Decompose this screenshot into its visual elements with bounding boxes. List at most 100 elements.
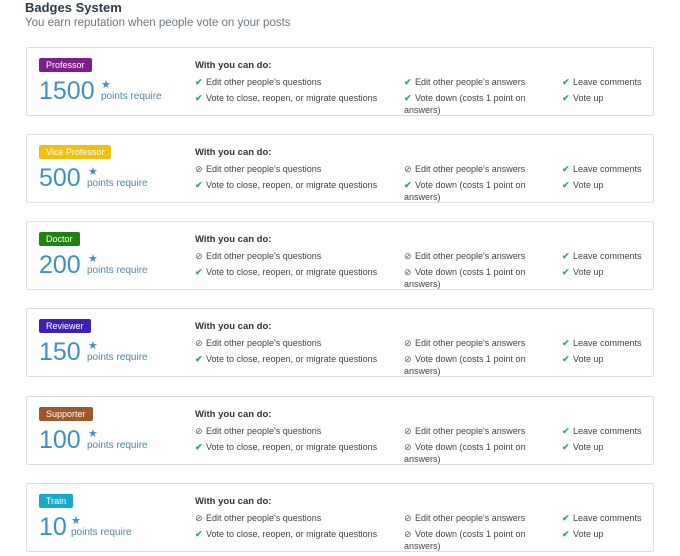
block-icon: ⊘ (404, 442, 412, 452)
points-value: 10 (39, 513, 67, 541)
check-icon: ✔ (562, 251, 570, 261)
check-icon: ✔ (562, 338, 570, 348)
perm-vote-up: ✔ Vote up (562, 93, 604, 103)
points-label: points require (87, 440, 148, 451)
perm-vote-down: ✔ Vote down (costs 1 point on answers) (404, 180, 526, 202)
block-icon: ⊘ (195, 251, 203, 261)
perm-edit-answers: ⊘ Edit other people's answers (404, 426, 526, 436)
permissions-heading: With you can do: (195, 321, 272, 332)
points-value: 200 (39, 251, 81, 279)
permissions-heading: With you can do: (195, 60, 272, 71)
block-icon: ⊘ (404, 426, 412, 436)
star-icon: ★ (88, 428, 98, 440)
star-icon: ★ (101, 79, 111, 91)
perm-edit-questions: ⊘ Edit other people's questions (195, 338, 322, 348)
perm-edit-answers: ⊘ Edit other people's answers (404, 164, 526, 174)
perm-vote-close: ✔ Vote to close, reopen, or migrate quest… (195, 354, 378, 364)
perm-edit-questions: ⊘ Edit other people's questions (195, 513, 322, 523)
perm-vote-close: ✔ Vote to close, reopen, or migrate quest… (195, 267, 378, 277)
points-value: 1500 (39, 77, 95, 105)
page-title: Badges System (25, 0, 122, 15)
block-icon: ⊘ (404, 338, 412, 348)
perm-vote-down: ⊘ Vote down (costs 1 point on answers) (404, 442, 526, 464)
check-icon: ✔ (195, 77, 203, 87)
block-icon: ⊘ (404, 251, 412, 261)
perm-vote-up: ✔ Vote up (562, 442, 604, 452)
star-icon: ★ (88, 253, 98, 265)
badge-card-doctor: Doctor 200 ★ points require With you can… (26, 221, 654, 290)
perm-edit-questions: ⊘ Edit other people's questions (195, 164, 322, 174)
badge-label: Supporter (39, 407, 93, 421)
badge-card-reviewer: Reviewer 150 ★ points require With you c… (26, 308, 654, 377)
badge-label: Doctor (39, 232, 80, 246)
perm-leave-comments: ✔ Leave comments (562, 426, 642, 436)
check-icon: ✔ (404, 77, 412, 87)
points-value: 500 (39, 164, 81, 192)
perm-leave-comments: ✔ Leave comments (562, 251, 642, 261)
perm-edit-answers: ✔ Edit other people's answers (404, 77, 526, 87)
check-icon: ✔ (195, 354, 203, 364)
check-icon: ✔ (195, 529, 203, 539)
check-icon: ✔ (562, 442, 570, 452)
perm-edit-answers: ⊘ Edit other people's answers (404, 338, 526, 348)
perm-leave-comments: ✔ Leave comments (562, 77, 642, 87)
perm-vote-up: ✔ Vote up (562, 354, 604, 364)
perm-leave-comments: ✔ Leave comments (562, 513, 642, 523)
permissions-heading: With you can do: (195, 409, 272, 420)
perm-edit-questions: ⊘ Edit other people's questions (195, 251, 322, 261)
check-icon: ✔ (562, 93, 570, 103)
permissions-heading: With you can do: (195, 496, 272, 507)
perm-vote-close: ✔ Vote to close, reopen, or migrate quest… (195, 529, 378, 539)
perm-vote-close: ✔ Vote to close, reopen, or migrate quest… (195, 180, 378, 190)
star-icon: ★ (88, 166, 98, 178)
check-icon: ✔ (562, 426, 570, 436)
block-icon: ⊘ (195, 513, 203, 523)
perm-vote-down: ⊘ Vote down (costs 1 point on answers) (404, 267, 526, 289)
badge-label: Train (39, 494, 74, 508)
perm-vote-up: ✔ Vote up (562, 529, 604, 539)
badge-card-professor: Professor 1500 ★ points require With you… (26, 47, 654, 116)
badge-label: Professor (39, 58, 92, 72)
points-label: points require (87, 352, 148, 363)
check-icon: ✔ (195, 267, 203, 277)
check-icon: ✔ (562, 267, 570, 277)
check-icon: ✔ (195, 180, 203, 190)
check-icon: ✔ (562, 180, 570, 190)
block-icon: ⊘ (404, 267, 412, 277)
permissions-heading: With you can do: (195, 147, 272, 158)
perm-edit-questions: ✔ Edit other people's questions (195, 77, 322, 87)
block-icon: ⊘ (404, 354, 412, 364)
perm-vote-up: ✔ Vote up (562, 180, 604, 190)
block-icon: ⊘ (404, 164, 412, 174)
check-icon: ✔ (404, 93, 412, 103)
star-icon: ★ (88, 340, 98, 352)
perm-vote-down: ⊘ Vote down (costs 1 point on answers) (404, 354, 526, 376)
badge-card-vice-professor: Vice Professor 500 ★ points require With… (26, 134, 654, 203)
perm-leave-comments: ✔ Leave comments (562, 164, 642, 174)
badge-card-supporter: Supporter 100 ★ points require With you … (26, 396, 654, 465)
block-icon: ⊘ (404, 513, 412, 523)
check-icon: ✔ (562, 164, 570, 174)
perm-edit-answers: ⊘ Edit other people's answers (404, 513, 526, 523)
check-icon: ✔ (562, 529, 570, 539)
badge-label: Reviewer (39, 319, 91, 333)
points-label: points require (87, 265, 148, 276)
star-icon: ★ (71, 515, 81, 527)
perm-leave-comments: ✔ Leave comments (562, 338, 642, 348)
block-icon: ⊘ (195, 426, 203, 436)
badge-card-train: Train 10 ★ points require With you can d… (26, 483, 654, 552)
perm-vote-close: ✔ Vote to close, reopen, or migrate quest… (195, 442, 378, 452)
perm-vote-down: ⊘ Vote down (costs 1 point on answers) (404, 529, 526, 551)
check-icon: ✔ (562, 77, 570, 87)
points-label: points require (101, 91, 162, 102)
block-icon: ⊘ (195, 338, 203, 348)
points-value: 150 (39, 338, 81, 366)
perm-edit-answers: ⊘ Edit other people's answers (404, 251, 526, 261)
check-icon: ✔ (195, 442, 203, 452)
badge-label: Vice Professor (39, 145, 112, 159)
perm-vote-close: ✔ Vote to close, reopen, or migrate quest… (195, 93, 378, 103)
check-icon: ✔ (195, 93, 203, 103)
perm-vote-down: ✔ Vote down (costs 1 point on answers) (404, 93, 526, 115)
points-label: points require (87, 178, 148, 189)
